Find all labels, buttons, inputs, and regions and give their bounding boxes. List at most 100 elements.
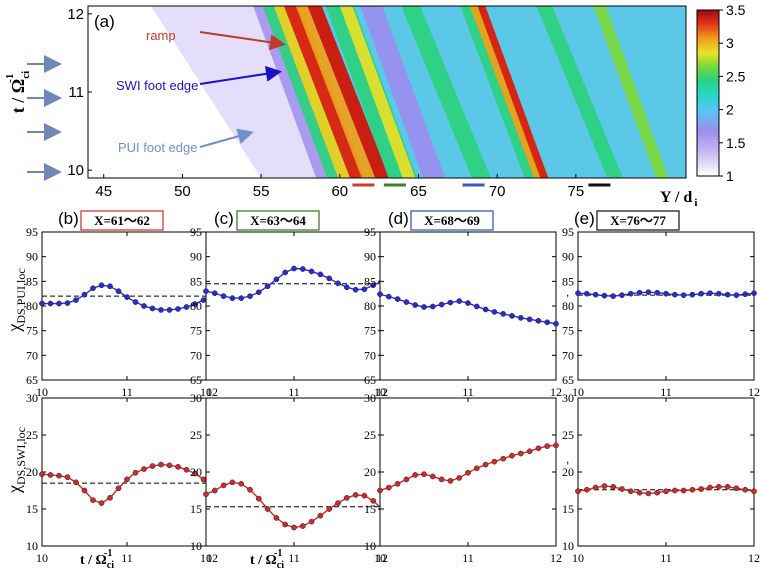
swi-foot-annotation: SWI foot edge xyxy=(116,78,198,93)
x-tick-label: 12 xyxy=(550,551,562,565)
line-chart-frame xyxy=(205,231,383,381)
data-point xyxy=(663,488,669,495)
data-point xyxy=(535,445,542,452)
heatmap-band xyxy=(307,6,390,178)
heatmap-x-tick-label: 65 xyxy=(410,183,427,200)
x-tick-label: 12 xyxy=(376,551,388,565)
heatmap-xlabel-sub: i xyxy=(694,197,697,209)
panel-e-title-box xyxy=(596,210,680,231)
heatmap-band xyxy=(536,6,624,178)
data-point xyxy=(39,300,45,307)
ramp-arrow xyxy=(199,31,286,51)
data-point xyxy=(352,286,359,293)
panel-b-title: X=61～62 xyxy=(94,213,150,228)
data-point xyxy=(412,472,419,478)
y-tick-label: 90 xyxy=(26,250,38,264)
y-tick-label: 70 xyxy=(26,348,38,362)
data-point xyxy=(601,483,608,489)
data-point xyxy=(64,474,71,481)
heatmap-x-tick-label: 70 xyxy=(489,183,506,200)
data-point xyxy=(47,472,54,478)
data-point xyxy=(361,286,368,293)
data-point xyxy=(680,487,687,494)
data-point xyxy=(636,489,643,496)
y-tick-label: 95 xyxy=(26,225,38,239)
heatmap-x-tick-label: 50 xyxy=(174,183,191,200)
data-point xyxy=(47,300,54,307)
line-chart-frame xyxy=(577,231,755,381)
data-point xyxy=(438,476,445,483)
y-tick-label: 65 xyxy=(190,373,202,387)
data-point xyxy=(473,303,480,310)
data-point xyxy=(175,306,181,312)
line-chart-frame xyxy=(205,397,383,547)
heatmap-band xyxy=(593,6,669,178)
pui-foot-annotation: PUI foot edge xyxy=(118,140,198,155)
data-point xyxy=(370,282,377,289)
svg-text:t / Ωci-1: t / Ωci -1 xyxy=(4,71,32,113)
y-tick-label: 85 xyxy=(190,274,202,288)
data-point xyxy=(627,290,634,297)
heatmap-y-tick-label: 11 xyxy=(68,84,84,101)
data-point xyxy=(509,452,515,459)
data-point xyxy=(619,292,625,298)
swi-ylabel-sub: DS,SWI,loc xyxy=(14,427,28,485)
data-point xyxy=(247,486,253,493)
data-point xyxy=(654,289,661,296)
data-point xyxy=(192,470,198,477)
data-point xyxy=(526,316,533,323)
svg-text:χDS,SWI,loc: χDS,SWI,loc xyxy=(4,427,28,494)
time-xlabel-2-sup: -1 xyxy=(274,548,282,559)
data-point xyxy=(273,515,280,521)
y-tick-label: 75 xyxy=(26,324,38,338)
x-tick-label: 10 xyxy=(36,551,48,565)
pui-ylabel-chi: χ xyxy=(4,324,24,333)
y-tick-label: 95 xyxy=(190,225,202,239)
panel-b-title-box xyxy=(80,210,164,231)
heatmap-x-tick-label: 60 xyxy=(331,183,348,200)
data-point xyxy=(317,271,324,278)
data-point xyxy=(203,288,209,295)
data-point xyxy=(724,291,731,298)
x-tick-label: 10 xyxy=(374,551,386,565)
data-point xyxy=(627,488,634,495)
y-tick-label: 90 xyxy=(364,250,376,264)
data-point xyxy=(229,479,236,486)
panel-label-a: (a) xyxy=(94,12,115,31)
x-tick-label: 11 xyxy=(462,551,474,565)
data-point xyxy=(264,506,271,512)
data-point xyxy=(211,290,218,297)
heatmap-x-tick-label: 45 xyxy=(95,183,112,200)
heatmap-band xyxy=(283,6,365,178)
data-point xyxy=(689,486,696,493)
data-point xyxy=(326,506,333,512)
data-point xyxy=(517,450,524,457)
data-point xyxy=(456,475,463,481)
data-point xyxy=(166,462,173,469)
y-tick-label: 30 xyxy=(562,391,574,405)
data-point xyxy=(689,291,696,298)
y-tick-label: 25 xyxy=(562,428,574,442)
data-point xyxy=(149,463,156,469)
heatmap-y-tick-label: 10 xyxy=(67,162,84,179)
data-point xyxy=(438,301,445,308)
heatmap-band xyxy=(401,6,491,178)
y-tick-label: 15 xyxy=(190,502,202,516)
data-point xyxy=(482,306,489,313)
heatmap-band xyxy=(477,6,549,178)
y-tick-label: 25 xyxy=(26,428,38,442)
data-point xyxy=(654,489,661,496)
data-point xyxy=(238,480,245,487)
data-point xyxy=(192,301,198,307)
svg-text:χDS,PUI,loc: χDS,PUI,loc xyxy=(4,268,28,332)
data-point xyxy=(619,486,625,492)
data-point xyxy=(326,275,333,282)
panel-d-title: X=68～69 xyxy=(424,213,480,228)
data-point xyxy=(421,471,427,478)
data-point xyxy=(81,487,88,494)
y-tick-label: 65 xyxy=(26,373,38,387)
panel-d-title-box xyxy=(410,210,494,231)
data-point xyxy=(751,488,757,495)
